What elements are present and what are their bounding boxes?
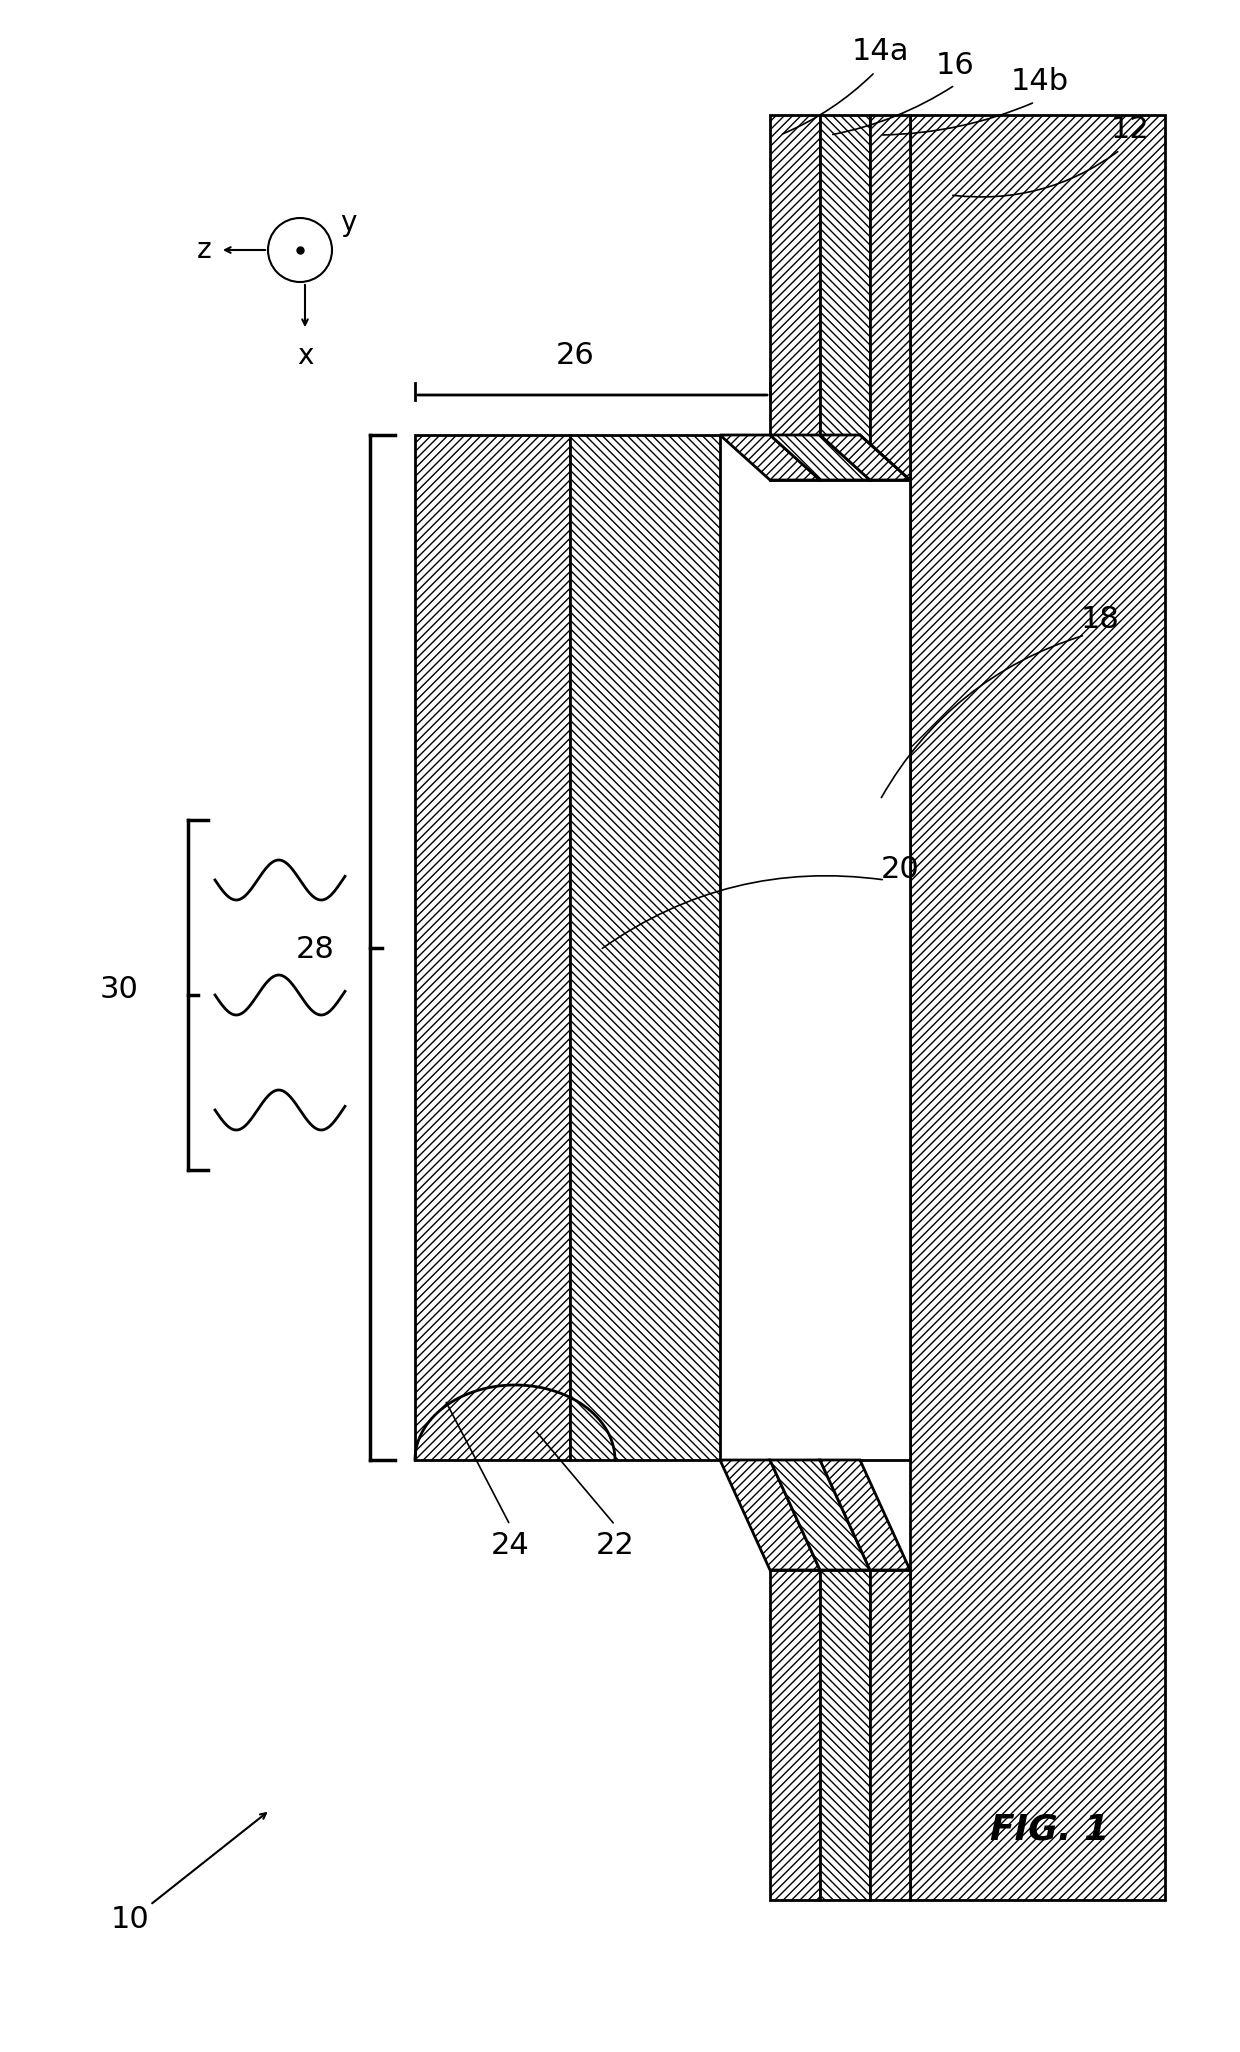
Polygon shape [720,435,910,480]
Text: 30: 30 [99,975,138,1005]
Text: 10: 10 [110,1906,149,1935]
Polygon shape [770,1461,870,1570]
Text: 18: 18 [1080,605,1120,634]
Text: z: z [197,236,212,265]
Bar [770,1570,820,1900]
Text: x: x [296,343,314,369]
Polygon shape [820,435,910,480]
Text: 14a: 14a [851,37,909,66]
Bar [415,435,570,1461]
Text: 12: 12 [1111,115,1149,144]
Bar [570,435,720,1461]
Text: 28: 28 [296,936,335,964]
Text: y: y [340,209,356,236]
Polygon shape [770,435,870,480]
Text: FIG. 1: FIG. 1 [991,1814,1110,1847]
Bar [870,115,910,480]
Text: 22: 22 [595,1531,635,1560]
Bar [770,115,820,480]
Text: 24: 24 [491,1531,529,1560]
Text: 14b: 14b [1011,68,1069,96]
Text: 26: 26 [556,341,594,369]
Polygon shape [720,1461,820,1570]
Polygon shape [720,435,820,480]
Polygon shape [861,435,910,1461]
Text: 20: 20 [880,856,919,884]
Polygon shape [720,435,910,480]
Bar [820,115,870,480]
Bar [910,115,1166,1900]
Bar [820,1570,870,1900]
Bar [870,1570,910,1900]
Text: 16: 16 [936,51,975,80]
Polygon shape [820,1461,910,1570]
